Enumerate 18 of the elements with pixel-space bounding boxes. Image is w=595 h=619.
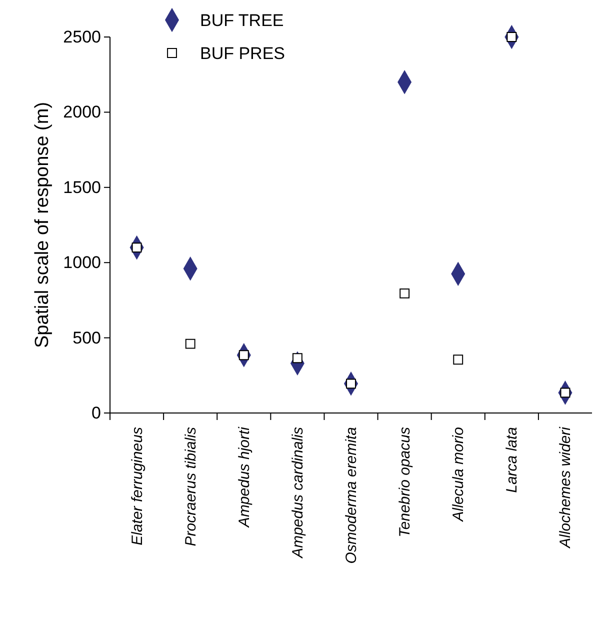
x-tick-label: Ampedus hjorti [236,426,253,528]
x-tick-label: Tenebrio opacus [396,426,414,538]
y-tick-label: 500 [72,328,101,348]
y-tick-label: 2000 [63,102,101,122]
legend-label: BUF TREE [200,11,284,30]
legend-label: BUF PRES [200,44,286,63]
x-tick-label: Allecula morio [450,427,468,522]
x-tick-label: Larca lata [504,427,521,493]
x-tick-label: Ampedus cardinalis [289,426,306,559]
x-tick-label: Osmoderma eremita [343,427,360,564]
y-tick-label: 1000 [63,253,101,272]
y-tick-label: 2500 [63,27,101,46]
y-tick-label: 0 [92,403,101,422]
y-tick-label: 1500 [63,178,101,197]
x-tick-label: Allochemes wideri [557,426,574,549]
x-tick-label: Elater ferrugineus [128,426,146,546]
y-axis-title: Spatial scale of response (m) [32,102,53,348]
x-tick-label: Procraerus tibialis [182,426,200,546]
